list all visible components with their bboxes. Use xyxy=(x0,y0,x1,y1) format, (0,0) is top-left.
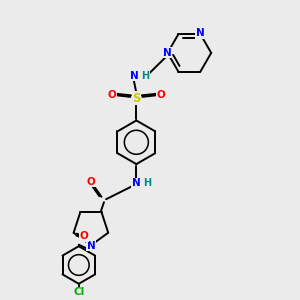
Text: N: N xyxy=(132,178,141,188)
Text: H: H xyxy=(141,70,149,81)
Text: O: O xyxy=(86,177,95,187)
Text: S: S xyxy=(132,92,141,105)
Text: Cl: Cl xyxy=(73,287,84,297)
Text: O: O xyxy=(156,90,165,100)
Text: N: N xyxy=(163,48,171,58)
Text: N: N xyxy=(196,28,205,38)
Text: H: H xyxy=(143,178,151,188)
Text: O: O xyxy=(80,231,88,242)
Text: N: N xyxy=(130,70,138,81)
Text: N: N xyxy=(86,241,95,251)
Text: O: O xyxy=(108,90,116,100)
